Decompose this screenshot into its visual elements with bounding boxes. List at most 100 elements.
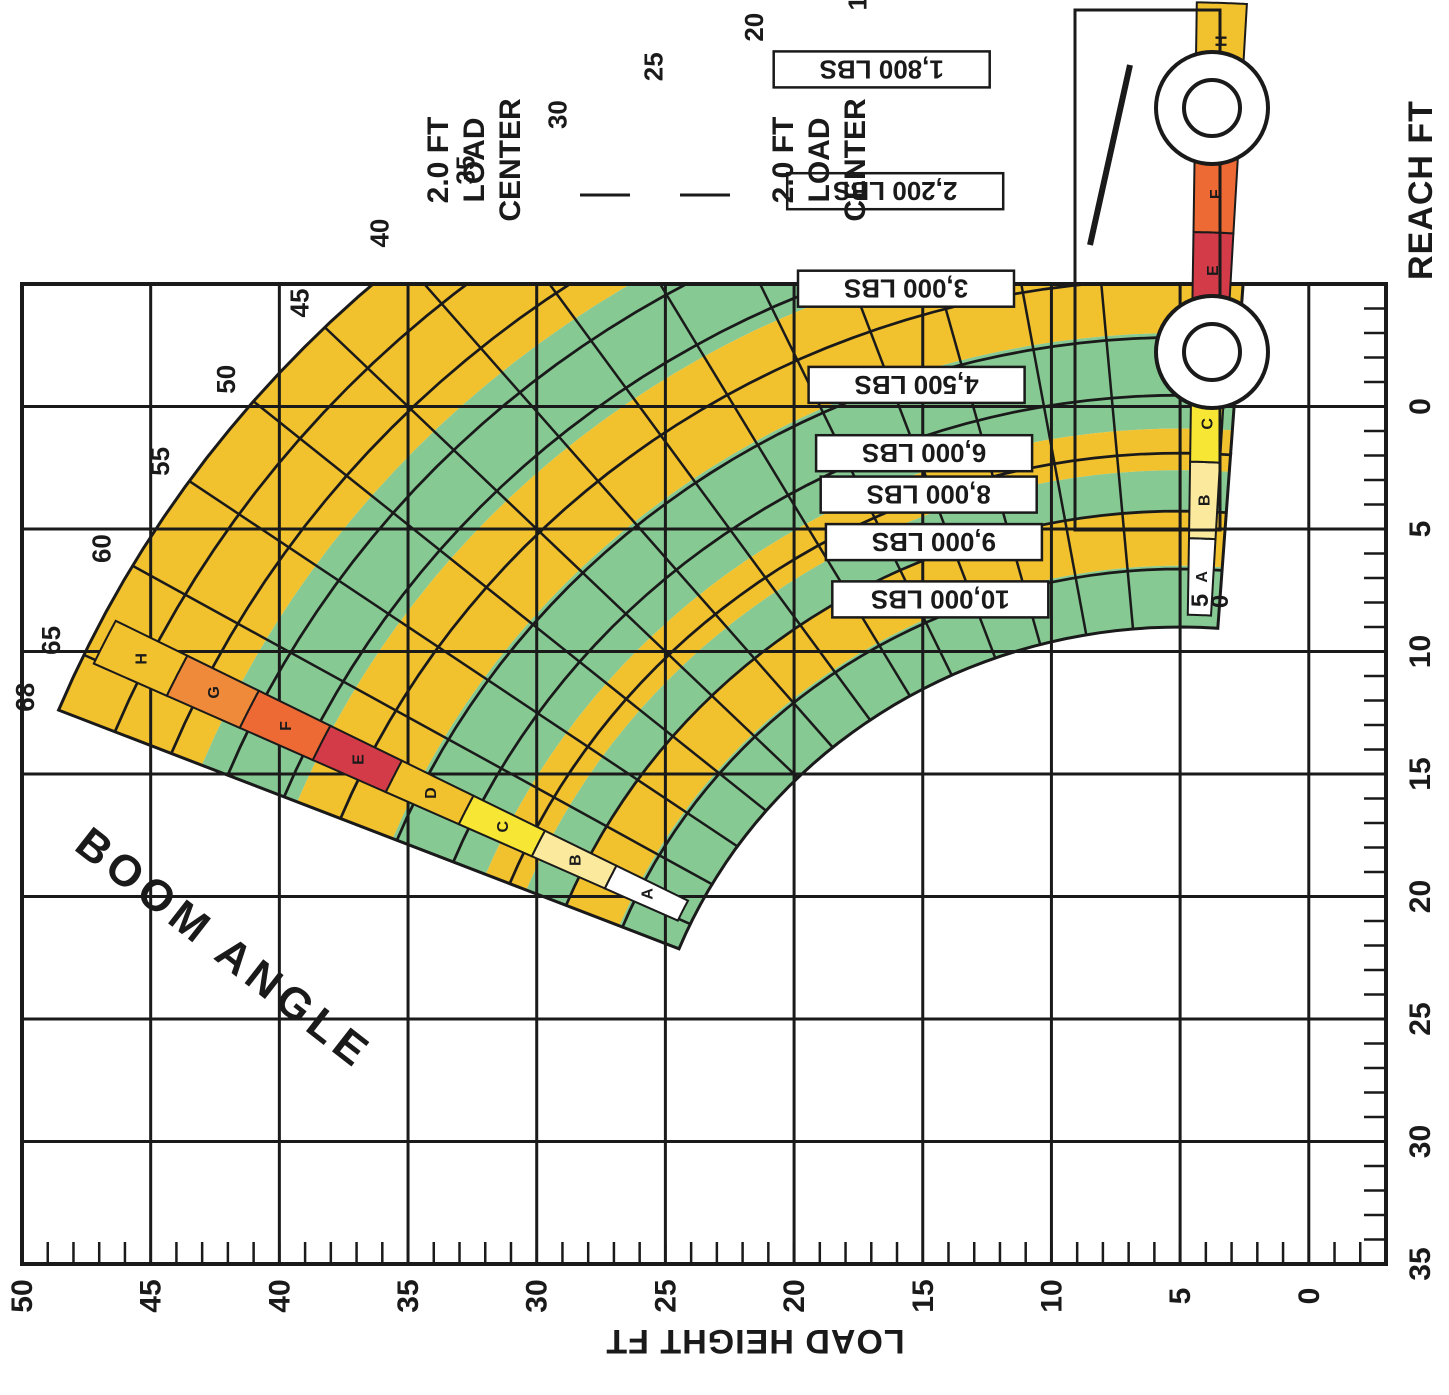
load-center-text: CENTER	[839, 98, 872, 222]
extension-label: 0	[1207, 595, 1234, 608]
extension-segment-label: C	[1199, 418, 1216, 430]
extension-label: 5	[1187, 594, 1214, 607]
extension-segment-label: E	[351, 754, 368, 765]
reach-tick-label: 25	[1404, 1002, 1437, 1035]
load-center-label: 2.0 FT LOAD CENTER	[767, 98, 872, 222]
capacity-label-box	[819, 475, 1038, 514]
extension-segment-label: C	[495, 820, 512, 832]
capacity-band	[58, 284, 631, 766]
capacity-label: 1,800 LBS	[772, 50, 991, 89]
extension-segment-label: H	[1214, 35, 1231, 47]
y-axis-title: LOAD HEIGHT FT	[605, 1322, 904, 1360]
height-tick-label: 15	[907, 1279, 940, 1312]
boom-angle-label: 15	[843, 0, 873, 11]
grid-lines	[20, 282, 1388, 1266]
capacity-label-box	[772, 50, 991, 89]
capacity-label: 9,000 LBS	[824, 522, 1044, 562]
capacity-label-text: 3,000 LBS	[844, 274, 968, 304]
load-center-text: LOAD	[458, 118, 491, 203]
capacity-label-box	[814, 433, 1034, 473]
boom-angle-label: 65	[36, 626, 66, 655]
chart-labels: 0510152025303505101520253035404550686560…	[6, 0, 1437, 1313]
reach-tick-label: 30	[1404, 1125, 1437, 1158]
height-tick-label: 25	[649, 1279, 682, 1312]
boom-angle-label: 50	[211, 365, 241, 394]
reach-tick-label: 0	[1404, 398, 1437, 415]
machine-drawing	[1073, 8, 1270, 532]
reach-tick-label: 35	[1404, 1247, 1437, 1280]
capacity-label: 8,000 LBS	[819, 475, 1038, 514]
capacity-label: 6,000 LBS	[814, 433, 1034, 473]
load-center-text: 2.0 FT	[767, 117, 800, 204]
capacity-label-text: 8,000 LBS	[867, 480, 991, 510]
boom-angle-label: 25	[639, 52, 669, 81]
capacity-label: 3,000 LBS	[796, 269, 1016, 308]
boom-angle-title: BOOM ANGLE	[66, 818, 381, 1079]
capacity-label-text: 2,200 LBS	[833, 176, 957, 206]
wheel-hub	[1182, 322, 1242, 382]
boom-angle-line	[323, 326, 799, 779]
boom-angle-label: 35	[451, 156, 481, 185]
height-tick-label: 30	[521, 1279, 554, 1312]
extension-segment-h-raised	[92, 619, 189, 698]
boom-angle-label: 30	[542, 100, 572, 129]
height-tick-label: 40	[263, 1279, 296, 1312]
capacity-label-text: 9,000 LBS	[872, 527, 996, 557]
boom-angle-line	[252, 400, 767, 812]
boom-angle-label: 40	[364, 219, 394, 248]
reach-tick-label: 10	[1404, 635, 1437, 668]
wheel	[1154, 50, 1270, 166]
reach-tick-label: 20	[1404, 880, 1437, 913]
wheel	[1154, 294, 1270, 410]
load-center-text: 2.0 FT	[422, 117, 455, 204]
boom-angle-label: 45	[284, 289, 314, 318]
capacity-label: 4,500 LBS	[807, 365, 1026, 405]
load-center-label: 2.0 FT LOAD CENTER	[422, 98, 527, 222]
boom-angle-label: 60	[86, 534, 116, 563]
height-tick-label: 5	[1164, 1288, 1197, 1305]
load-center-text: LOAD	[803, 118, 836, 203]
extension-segment-label: H	[134, 653, 151, 665]
boom-angle-label: 68	[10, 683, 40, 712]
extension-segment-label: D	[423, 787, 440, 799]
capacity-label-text: 10,000 LBS	[871, 584, 1010, 614]
capacity-label-box	[796, 269, 1016, 308]
reach-tick-label: 15	[1404, 757, 1437, 790]
capacity-label-text: 1,800 LBS	[820, 54, 944, 84]
boom-angle-line	[131, 564, 713, 886]
extension-segment-label: G	[206, 686, 223, 698]
height-tick-label: 0	[1293, 1288, 1326, 1305]
load-center-text: CENTER	[494, 98, 527, 222]
boom-angle-line	[422, 284, 834, 749]
height-tick-label: 35	[392, 1279, 425, 1312]
height-tick-label: 10	[1035, 1279, 1068, 1312]
capacity-label-text: 4,500 LBS	[854, 370, 978, 400]
capacity-label: 10,000 LBS	[831, 580, 1050, 619]
extension-segment-label: A	[1194, 571, 1211, 583]
capacity-label-text: 6,000 LBS	[862, 438, 986, 468]
x-axis-title: REACH FT	[1402, 100, 1440, 280]
extension-segment-label: F	[278, 721, 295, 731]
reach-tick-label: 5	[1404, 521, 1437, 538]
capacity-label-box	[831, 580, 1050, 619]
height-tick-label: 50	[6, 1279, 39, 1312]
extension-segment-label: B	[1197, 495, 1214, 507]
capacity-label-box	[807, 365, 1026, 405]
extension-segment-label: F	[1208, 189, 1225, 199]
extension-segment-label: B	[567, 854, 584, 866]
wheel-hub	[1182, 78, 1242, 138]
capacity-zones	[56, 284, 1245, 951]
extension-segment-label: A	[640, 888, 657, 900]
boom-angle-line	[1100, 284, 1135, 630]
chassis-outline	[1073, 8, 1222, 532]
boom-angle-label: 55	[145, 447, 175, 476]
envelope-outline	[56, 284, 1245, 951]
capacity-label-box	[785, 171, 1005, 211]
extension-segment-label: E	[1205, 265, 1222, 276]
capacity-band	[485, 428, 1233, 890]
capacity-label-box	[824, 522, 1044, 562]
capacity-label: 2,200 LBS	[785, 171, 1005, 211]
boom-angle-label: 20	[739, 13, 769, 42]
lift-cylinder	[1087, 64, 1133, 246]
